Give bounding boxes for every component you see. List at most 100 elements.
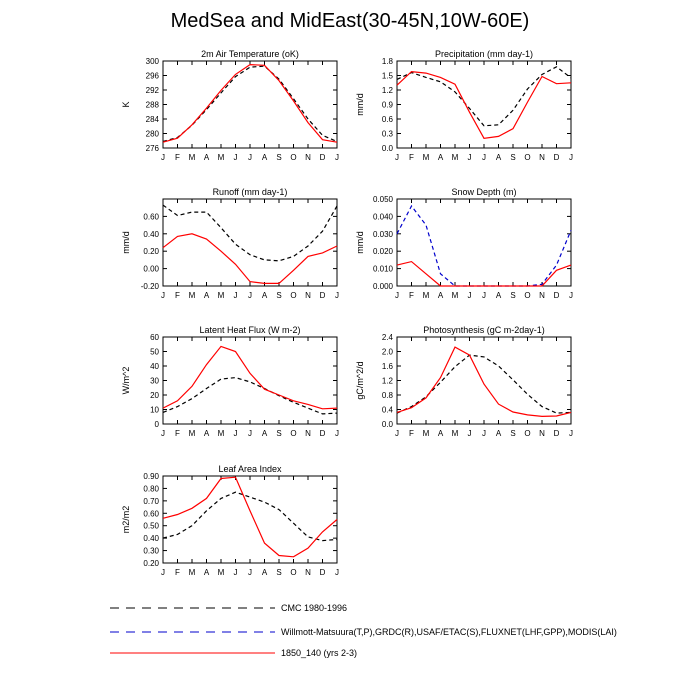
y-tick-label: 0.8 <box>382 391 394 400</box>
y-tick-label: -0.20 <box>141 282 160 291</box>
main-title: MedSea and MidEast(30-45N,10W-60E) <box>170 10 530 32</box>
panel-6: Photosynthesis (gC m-2day-1) 0.0 0.4 0.8 1.2… <box>355 325 573 438</box>
x-tick-label: N <box>539 153 545 162</box>
x-tick-label: J <box>248 568 252 577</box>
x-tick-label: J <box>248 429 252 438</box>
legend-label: 1850_140 (yrs 2-3) <box>281 648 357 658</box>
x-tick-label: J <box>569 429 573 438</box>
y-tick-label: 292 <box>146 86 160 95</box>
x-tick-label: O <box>290 291 296 300</box>
y-tick-label: 0.20 <box>143 559 159 568</box>
series-line-model <box>162 476 338 558</box>
panel-title: 2m Air Temperature (oK) <box>201 49 299 59</box>
panel-3: Runoff (mm day-1) -0.20 0.00 0.20 0.40 0.60 J F… <box>121 187 339 300</box>
x-tick-label: M <box>189 153 196 162</box>
x-tick-label: J <box>395 429 399 438</box>
y-tick-label: 1.6 <box>382 362 394 371</box>
x-tick-label: A <box>438 153 444 162</box>
x-tick-label: A <box>262 291 268 300</box>
y-tick-label: 0.0 <box>382 420 394 429</box>
x-tick-label: A <box>204 153 210 162</box>
x-tick-label: M <box>218 429 225 438</box>
x-tick-label: D <box>320 568 326 577</box>
x-tick-label: M <box>189 429 196 438</box>
y-tick-label: 276 <box>146 144 160 153</box>
x-tick-label: S <box>276 153 281 162</box>
y-tick-label: 2.4 <box>382 333 394 342</box>
panel-title: Latent Heat Flux (W m-2) <box>199 325 300 335</box>
y-tick-label: 10 <box>150 406 159 415</box>
y-tick-label: 0.60 <box>143 509 159 518</box>
series-line-model <box>162 233 338 284</box>
x-tick-label: A <box>496 429 502 438</box>
y-tick-label: 0.010 <box>373 265 394 274</box>
x-tick-label: A <box>262 153 268 162</box>
series-line-model <box>396 260 572 287</box>
legend: CMC 1980-1996 Willmott-Matsuura(T,P),GRDC… <box>110 603 617 658</box>
x-tick-label: F <box>175 291 180 300</box>
panel-title: Snow Depth (m) <box>451 187 516 197</box>
y-tick-label: 0.30 <box>143 547 159 556</box>
y-tick-label: 0.030 <box>373 230 394 239</box>
x-tick-label: D <box>320 291 326 300</box>
panel-4: Snow Depth (m) 0.000 0.010 0.020 0.030 0.040 0… <box>355 187 573 300</box>
y-tick-label: 0.60 <box>143 212 159 221</box>
x-tick-label: J <box>335 568 339 577</box>
y-tick-label: 0.000 <box>373 282 394 291</box>
y-axis-label: K <box>121 101 131 107</box>
y-tick-label: 1.8 <box>382 57 394 66</box>
plot-frame <box>162 60 338 149</box>
y-tick-label: 1.2 <box>382 86 394 95</box>
y-tick-label: 300 <box>146 57 160 66</box>
x-tick-label: J <box>248 291 252 300</box>
x-tick-label: J <box>482 153 486 162</box>
x-tick-label: J <box>161 153 165 162</box>
y-tick-label: 0.020 <box>373 247 394 256</box>
series-line-model <box>396 70 572 139</box>
x-tick-label: A <box>204 429 210 438</box>
x-tick-label: A <box>496 291 502 300</box>
series-line-observed <box>162 65 338 143</box>
y-tick-label: 0.040 <box>373 212 394 221</box>
x-tick-label: M <box>189 568 196 577</box>
x-tick-label: J <box>482 291 486 300</box>
x-tick-label: M <box>452 291 459 300</box>
x-tick-label: M <box>218 291 225 300</box>
panel-title: Photosynthesis (gC m-2day-1) <box>423 325 545 335</box>
legend-label: CMC 1980-1996 <box>281 603 347 613</box>
x-tick-label: J <box>335 291 339 300</box>
x-tick-label: O <box>290 429 296 438</box>
series-line-observed <box>162 204 338 262</box>
x-tick-label: A <box>496 153 502 162</box>
x-tick-label: O <box>524 291 530 300</box>
y-tick-label: 0.90 <box>143 472 159 481</box>
y-tick-label: 1.5 <box>382 72 394 81</box>
y-axis-label: mm/d <box>355 93 365 116</box>
x-tick-label: N <box>539 429 545 438</box>
plot-frame <box>396 198 572 287</box>
x-tick-label: N <box>539 291 545 300</box>
x-tick-label: S <box>276 291 281 300</box>
x-tick-label: A <box>204 568 210 577</box>
x-tick-label: F <box>175 153 180 162</box>
y-tick-label: 0.9 <box>382 101 394 110</box>
x-tick-label: M <box>218 568 225 577</box>
x-tick-label: J <box>395 291 399 300</box>
panel-title: Precipitation (mm day-1) <box>435 49 533 59</box>
x-tick-label: D <box>320 153 326 162</box>
y-tick-label: 0.80 <box>143 484 159 493</box>
x-tick-label: S <box>276 568 281 577</box>
x-tick-label: J <box>468 291 472 300</box>
y-tick-label: 50 <box>150 348 159 357</box>
y-tick-label: 0.6 <box>382 115 394 124</box>
x-tick-label: D <box>554 291 560 300</box>
series-line-observed <box>396 204 572 287</box>
y-tick-label: 0.20 <box>143 247 159 256</box>
x-tick-label: N <box>305 429 311 438</box>
y-tick-label: 60 <box>150 333 159 342</box>
series-line-observed <box>396 66 572 127</box>
y-tick-label: 0.00 <box>143 265 159 274</box>
x-tick-label: D <box>320 429 326 438</box>
y-tick-label: 0.4 <box>382 406 394 415</box>
